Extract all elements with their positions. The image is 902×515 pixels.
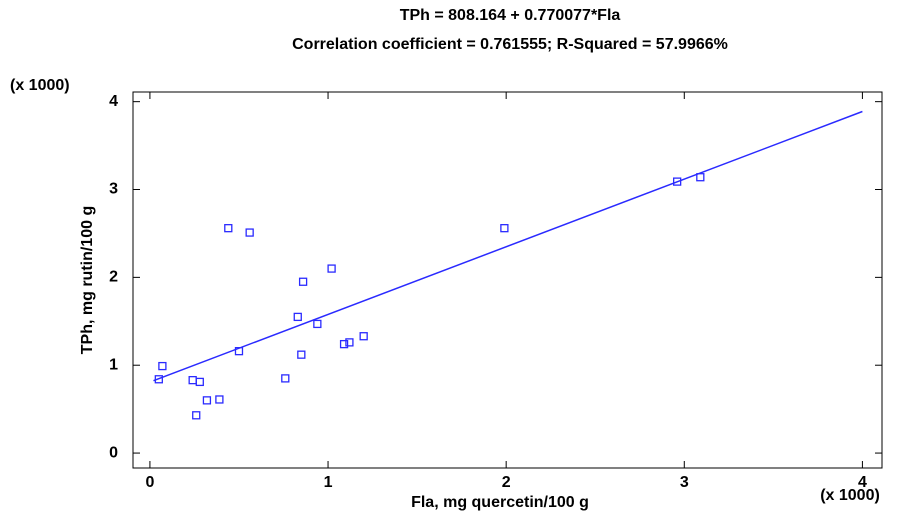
point xyxy=(215,395,224,404)
point xyxy=(298,277,308,286)
point xyxy=(192,411,201,420)
point xyxy=(297,350,306,359)
point xyxy=(234,347,244,356)
y-multiplier: (x 1000) xyxy=(10,77,70,94)
point xyxy=(313,319,322,329)
chart-subtitle: Correlation coefficient = 0.761555; R-Sq… xyxy=(292,36,728,53)
x-tick-label: 4 xyxy=(858,474,867,491)
point xyxy=(158,361,167,371)
y-tick-label: 4 xyxy=(109,93,118,110)
point xyxy=(500,224,509,233)
point xyxy=(281,374,290,383)
x-tick-label: 2 xyxy=(502,474,511,491)
point xyxy=(202,396,212,405)
x-axis-label: Fla, mg quercetin/100 g xyxy=(411,494,589,511)
point xyxy=(188,375,197,385)
point xyxy=(154,375,163,384)
chart-title: TPh = 808.164 + 0.770077*Fla xyxy=(400,7,621,24)
fit-line xyxy=(153,110,863,382)
point xyxy=(195,377,204,387)
point xyxy=(293,312,302,322)
point xyxy=(673,177,682,186)
x-multiplier: (x 1000) xyxy=(820,487,880,504)
x-tick-label: 1 xyxy=(324,474,333,491)
x-tick-label: 0 xyxy=(145,474,154,491)
point xyxy=(339,339,349,349)
plot-frame xyxy=(132,91,883,469)
point xyxy=(345,338,354,347)
y-tick-label: 0 xyxy=(109,444,118,461)
point xyxy=(245,228,254,237)
y-tick-label: 1 xyxy=(109,356,118,373)
point xyxy=(359,332,368,341)
x-tick-label: 3 xyxy=(680,474,689,491)
y-axis-label: TPh, mg rutin/100 g xyxy=(79,206,96,354)
point xyxy=(224,224,233,233)
point xyxy=(327,264,336,273)
y-tick-label: 3 xyxy=(109,181,118,198)
point xyxy=(696,173,705,182)
y-tick-label: 2 xyxy=(109,269,118,286)
